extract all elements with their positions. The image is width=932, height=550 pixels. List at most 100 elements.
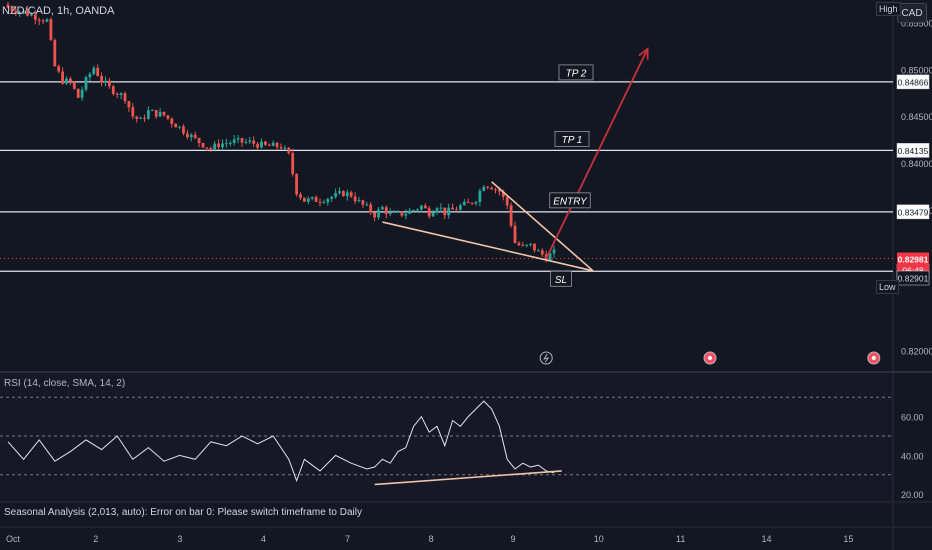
candle-body <box>470 202 474 204</box>
candle-body <box>334 192 337 197</box>
candle-body <box>182 126 185 134</box>
candle-body <box>548 253 552 261</box>
rsi-tick-label: 40.00 <box>901 451 924 461</box>
candle-body <box>22 11 25 13</box>
candle-body <box>306 198 310 202</box>
candle-body <box>408 210 412 214</box>
candle-body <box>186 133 189 138</box>
candle-body <box>361 200 365 205</box>
candle-body <box>189 134 193 138</box>
candle-body <box>377 209 380 218</box>
wedge-trendline <box>382 221 594 272</box>
candle-body <box>459 205 462 210</box>
candle-body <box>221 143 224 148</box>
level-price-tag-text: 0.84135 <box>898 146 929 156</box>
low-price-tag <box>896 270 930 286</box>
candle-body <box>439 207 443 209</box>
candle-body <box>283 147 287 149</box>
candle-body <box>147 110 150 119</box>
price-tick-label: 0.82000 <box>901 346 932 356</box>
rsi-divergence-trendline <box>374 470 562 486</box>
candle-body <box>104 80 107 83</box>
candle-body <box>435 208 439 213</box>
candle-body <box>232 139 236 143</box>
event-glyph <box>871 356 876 360</box>
candle-body <box>135 116 139 119</box>
candle-body <box>443 207 447 216</box>
candle-body <box>139 117 142 119</box>
rsi-title[interactable]: RSI (14, close, SMA, 14, 2) <box>4 378 126 389</box>
candle-body <box>49 19 53 40</box>
candle-body <box>353 196 357 202</box>
price-tick-label: 0.85000 <box>901 65 932 75</box>
time-tick-label: 7 <box>345 534 350 544</box>
candle-body <box>217 143 220 148</box>
candle-body <box>513 225 517 243</box>
candle-body <box>205 147 209 149</box>
level-label-box <box>550 270 572 287</box>
target-arrow <box>545 48 649 260</box>
symbol-header[interactable]: NZD/CAD, 1h, OANDA <box>2 5 115 17</box>
candle-body <box>65 78 68 84</box>
candle-body <box>416 209 419 211</box>
candle-body <box>275 142 279 148</box>
candle-body <box>100 75 103 83</box>
candle-body <box>427 208 431 217</box>
candle-body <box>37 19 41 21</box>
candle-body <box>143 117 146 119</box>
candle-body <box>131 107 135 117</box>
candle-body <box>322 202 326 204</box>
candle-body <box>267 144 271 146</box>
level-price-tag-text: 0.84866 <box>898 77 929 87</box>
candle-body <box>517 242 521 246</box>
low-price-tag-text: 0.82901 <box>898 274 929 284</box>
candle-body <box>53 39 57 67</box>
level-price-tag <box>896 74 930 90</box>
candle-body <box>213 143 217 150</box>
level-label-box <box>554 130 590 147</box>
candle-body <box>451 207 454 210</box>
candle-body <box>381 207 384 210</box>
candle-body <box>271 142 275 146</box>
candle-body <box>6 4 10 8</box>
lightning-glyph <box>543 353 550 363</box>
candle-body <box>240 138 244 143</box>
candle-body <box>88 74 92 78</box>
candle-body <box>96 67 100 76</box>
candle-body <box>178 126 181 128</box>
current-price-value: 0.82981 <box>898 255 929 265</box>
rsi-line <box>7 400 555 483</box>
candle-body <box>162 111 166 116</box>
candle-body <box>26 11 29 16</box>
candle-body <box>154 109 158 117</box>
candle-body <box>209 148 213 150</box>
currency-button[interactable]: CAD <box>897 3 927 23</box>
candle-body <box>256 143 259 148</box>
candle-body <box>127 101 131 108</box>
candle-body <box>291 153 295 174</box>
candle-body <box>474 201 478 204</box>
time-tick-label: Oct <box>6 534 21 544</box>
time-tick-label: 9 <box>510 534 515 544</box>
candle-body <box>486 186 490 188</box>
level-label-tp1: TP 1 <box>562 135 583 146</box>
candle-body <box>357 200 361 202</box>
level-label-sl: SL <box>555 275 567 286</box>
rsi-pane-background <box>0 374 893 502</box>
level-label-box <box>558 64 594 81</box>
candle-body <box>482 186 486 191</box>
seasonal-analysis-error: Seasonal Analysis (2,013, auto): Error o… <box>4 507 362 518</box>
time-tick-label: 8 <box>429 534 434 544</box>
time-tick-label: 14 <box>761 534 771 544</box>
level-price-tag-text: 0.83479 <box>898 207 929 217</box>
candle-body <box>466 201 470 203</box>
low-label: Low <box>876 280 899 294</box>
candle-body <box>111 86 115 94</box>
time-tick-label: 2 <box>93 534 98 544</box>
candle-body <box>299 194 302 198</box>
price-tick-label: 0.84000 <box>901 159 932 169</box>
candle-body <box>57 66 61 72</box>
candle-body <box>447 207 451 216</box>
candle-body <box>314 197 318 202</box>
